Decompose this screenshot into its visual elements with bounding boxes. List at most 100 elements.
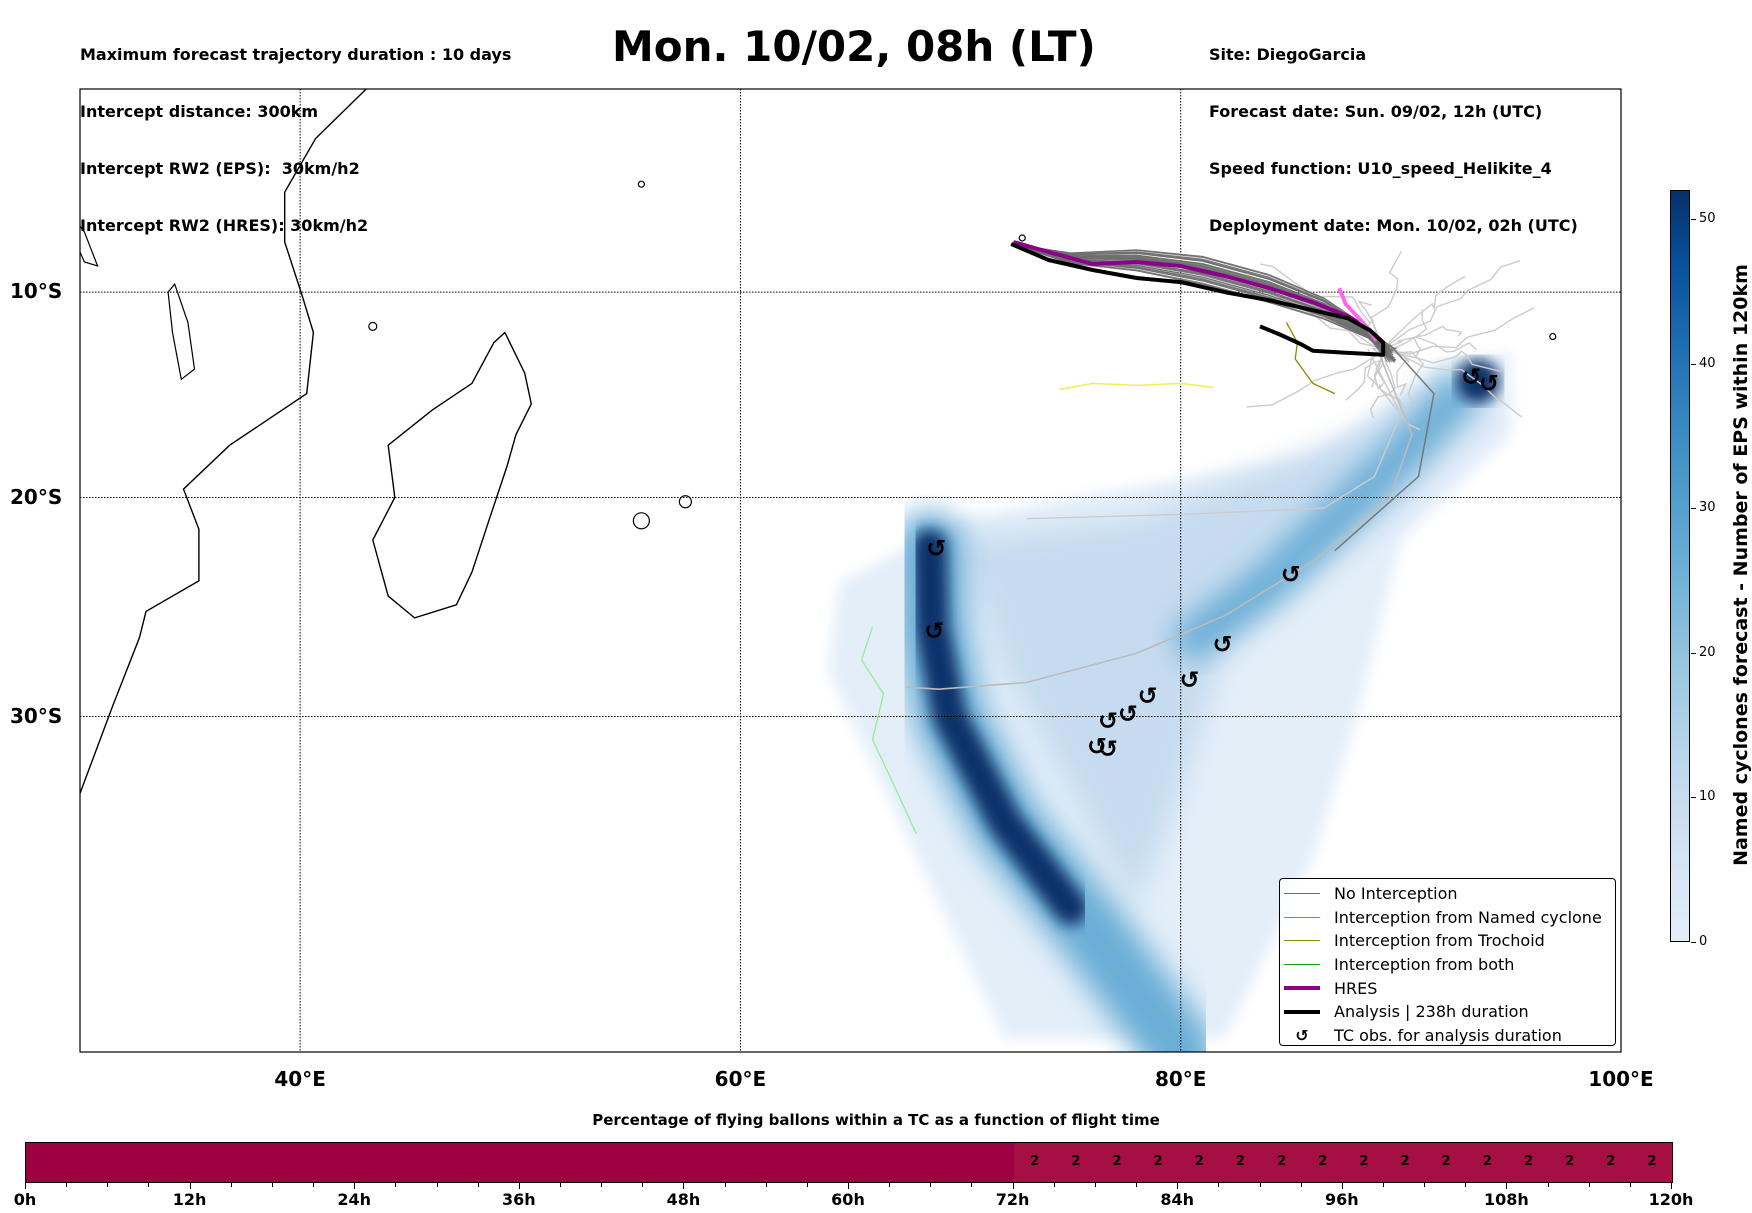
time-axis-tick — [1218, 1183, 1220, 1187]
time-axis-tick — [559, 1183, 561, 1187]
time-axis-tick — [1300, 1183, 1302, 1187]
legend: No Interception Interception from Named … — [1279, 878, 1616, 1046]
faint-ensemble-track — [1382, 325, 1463, 350]
time-axis-tick — [1465, 1183, 1467, 1187]
time-axis-tick — [724, 1183, 726, 1187]
olive-line-icon — [1284, 940, 1320, 942]
lake-malawi — [167, 282, 196, 381]
faint-ensemble-track — [1369, 348, 1396, 419]
time-axis-tick — [107, 1183, 109, 1187]
time-axis-tick — [1136, 1183, 1138, 1187]
ensemble-track — [1334, 344, 1435, 552]
yellow-track — [1059, 382, 1214, 391]
tc-observation-icon: ↺ — [1461, 363, 1481, 391]
time-axis-tick — [518, 1183, 520, 1189]
time-axis-tick — [1341, 1183, 1343, 1189]
time-axis-label: 36h — [501, 1190, 536, 1209]
segment-value-label: 2 — [1647, 1154, 1657, 1169]
legend-label: Interception from both — [1334, 955, 1515, 975]
time-axis-tick — [1053, 1183, 1055, 1187]
density-band-west-core — [912, 529, 1088, 925]
island — [678, 495, 692, 509]
time-axis-tick — [1259, 1183, 1261, 1187]
legend-item-tc-obs: ↺ TC obs. for analysis duration — [1280, 1024, 1615, 1048]
time-axis-label: 84h — [1160, 1190, 1195, 1209]
cyclone-symbol-icon: ↺ — [1295, 1025, 1309, 1045]
time-axis-tick — [971, 1183, 973, 1187]
time-axis-tick — [889, 1183, 891, 1187]
time-axis-tick — [436, 1183, 438, 1187]
tc-observations: ↺↺↺↺↺ ↺↺↺↺↺↺↺ — [924, 363, 1499, 763]
legend-label: Analysis | 238h duration — [1334, 1002, 1529, 1022]
lat-tick-label: 20°S — [10, 484, 63, 509]
time-bar-segment — [26, 1143, 1014, 1182]
legend-label: Interception from Named cyclone — [1334, 907, 1602, 927]
time-axis-tick — [477, 1183, 479, 1187]
forecast-parameters: Maximum forecast trajectory duration : 1… — [80, 7, 511, 254]
tc-observation-icon: ↺ — [926, 535, 946, 563]
lon-tick-label: 80°E — [1154, 1067, 1207, 1091]
tc-observation-icon: ↺ — [1098, 707, 1118, 735]
colorbar-tick-label: 10 — [1699, 789, 1716, 805]
tc-observation-icon: ↺ — [1281, 560, 1301, 588]
time-axis-label: 24h — [337, 1190, 372, 1209]
colorbar-tick-label: 50 — [1699, 210, 1716, 226]
tc-observation-icon: ↺ — [1479, 369, 1499, 397]
segment-value-label: 2 — [1523, 1154, 1534, 1169]
legend-label: Interception from Trochoid — [1334, 931, 1545, 951]
tc-observation-icon: ↺ — [924, 617, 944, 645]
island — [1018, 234, 1026, 242]
green-track — [860, 626, 918, 835]
colorbar-tick-label: 40 — [1699, 355, 1716, 371]
island — [637, 180, 645, 188]
time-bar: 2 2 2 2 2 2 2 2 2 2 2 2 2 2 2 2 — [25, 1142, 1673, 1183]
time-axis-tick — [189, 1183, 191, 1189]
legend-item-both: Interception from both — [1280, 953, 1615, 977]
time-axis-label: 96h — [1324, 1190, 1359, 1209]
faint-ensemble-track — [1382, 309, 1428, 359]
black-line-icon — [1284, 1009, 1320, 1014]
trajectory-tracks — [860, 240, 1535, 835]
time-axis-tick — [230, 1183, 232, 1187]
time-axis-tick — [806, 1183, 808, 1187]
time-axis-tick — [1547, 1183, 1549, 1187]
map-frame — [79, 88, 1622, 1053]
time-axis-tick — [930, 1183, 932, 1187]
time-axis-tick — [354, 1183, 356, 1189]
info-line: Speed function: U10_speed_Helikite_4 — [1209, 159, 1552, 178]
legend-label: TC obs. for analysis duration — [1334, 1025, 1562, 1045]
colorbar-tick — [1691, 942, 1696, 943]
time-axis-label: 120h — [1648, 1190, 1694, 1209]
time-axis-tick — [1177, 1183, 1179, 1189]
tc-observation-icon: ↺ — [1118, 700, 1138, 728]
segment-value-label: 2 — [1071, 1154, 1081, 1169]
faint-ensemble-track — [1382, 348, 1523, 418]
time-axis-tick — [683, 1183, 685, 1189]
legend-item-trochoid: Interception from Trochoid — [1280, 929, 1615, 953]
ensemble-track — [1026, 348, 1402, 520]
param-line: Intercept distance: 300km — [80, 102, 319, 121]
colorbar-tick — [1691, 652, 1696, 654]
faint-ensemble-track — [1382, 259, 1521, 350]
colorbar — [1670, 190, 1690, 942]
lon-tick-label: 100°E — [1588, 1067, 1654, 1091]
segment-value-label: 2 — [1400, 1154, 1410, 1169]
time-bar-segment: 2 2 2 2 2 2 2 2 2 2 2 2 2 2 2 2 — [1013, 1143, 1672, 1182]
legend-label: HRES — [1334, 978, 1378, 998]
time-axis-label: 108h — [1483, 1190, 1529, 1209]
time-axis-label: 72h — [995, 1190, 1030, 1209]
time-axis-tick — [395, 1183, 397, 1187]
colorbar-title: Named cyclones forecast - Number of EPS … — [1730, 264, 1752, 866]
time-axis-tick — [1588, 1183, 1590, 1187]
time-axis-tick — [765, 1183, 767, 1187]
segment-value-label: 2 — [1359, 1154, 1369, 1169]
time-axis-tick — [66, 1183, 68, 1187]
faint-ensemble-track — [1383, 307, 1535, 355]
orange-line-icon — [1284, 916, 1320, 918]
segment-value-label: 2 — [1112, 1154, 1122, 1169]
time-axis-tick — [1629, 1183, 1631, 1187]
graticule — [80, 89, 1621, 1052]
time-axis-tick — [313, 1183, 315, 1187]
tc-observation-icon: ↺ — [1098, 735, 1118, 763]
